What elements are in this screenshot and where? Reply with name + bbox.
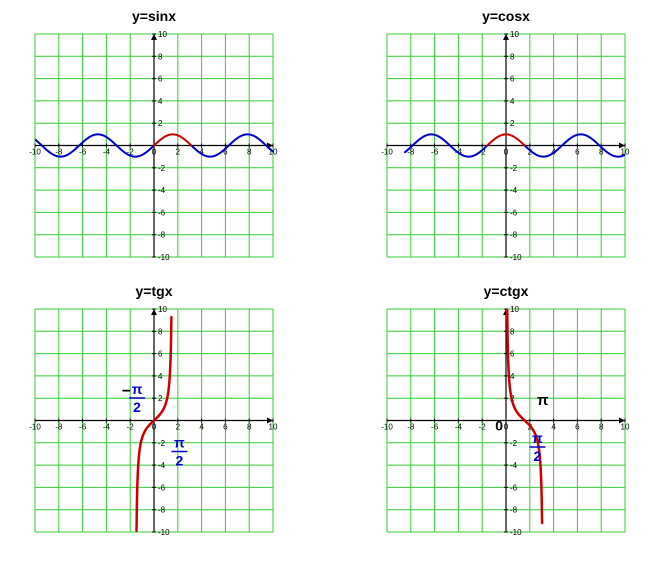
svg-text:-2: -2 [158,164,166,173]
svg-text:2: 2 [176,452,184,468]
svg-text:10: 10 [158,305,167,314]
svg-text:2: 2 [533,448,541,464]
svg-text:2: 2 [158,119,163,128]
svg-text:10: 10 [621,423,630,432]
svg-text:8: 8 [247,148,252,157]
chart-svg-cos: -10-8-6-4-20246810-10-8-6-4-2246810 [381,28,631,263]
svg-text:-8: -8 [407,423,415,432]
svg-text:6: 6 [158,350,163,359]
svg-text:-10: -10 [381,148,393,157]
svg-text:10: 10 [510,305,519,314]
svg-text:-8: -8 [158,231,166,240]
svg-text:4: 4 [158,97,163,106]
chart-svg-tan: -10-8-6-4-20246810-10-8-6-4-2246810−π2π2 [29,303,279,538]
chart-svg-cot: -10-8-6-4-20246810-10-8-6-4-22468100ππ2 [381,303,631,538]
svg-text:2: 2 [158,394,163,403]
svg-text:6: 6 [575,423,580,432]
svg-text:8: 8 [510,327,515,336]
chart-cell-cot: y=ctgx -10-8-6-4-20246810-10-8-6-4-22468… [360,283,652,538]
chart-title-tan: y=tgx [136,283,173,299]
svg-text:π: π [174,434,185,450]
svg-text:-10: -10 [158,253,170,262]
svg-text:-8: -8 [55,423,63,432]
svg-text:-2: -2 [158,439,166,448]
svg-text:-6: -6 [79,148,87,157]
svg-text:-4: -4 [158,461,166,470]
svg-text:8: 8 [510,52,515,61]
svg-text:4: 4 [158,372,163,381]
svg-text:-10: -10 [381,423,393,432]
svg-text:4: 4 [199,423,204,432]
svg-text:0: 0 [495,418,503,434]
svg-text:2: 2 [176,423,181,432]
svg-text:-2: -2 [127,423,135,432]
chart-title-cos: y=cosx [482,8,530,24]
svg-text:-8: -8 [510,231,518,240]
svg-text:8: 8 [599,423,604,432]
svg-text:6: 6 [223,423,228,432]
charts-grid: y=sinx -10-8-6-4-20246810-10-8-6-4-22468… [8,8,652,538]
chart-svg-sin: -10-8-6-4-20246810-10-8-6-4-2246810 [29,28,279,263]
svg-text:8: 8 [247,423,252,432]
svg-text:-4: -4 [103,148,111,157]
svg-text:-6: -6 [79,423,87,432]
svg-text:6: 6 [510,75,515,84]
svg-text:0: 0 [504,423,509,432]
chart-title-sin: y=sinx [132,8,176,24]
svg-text:-6: -6 [158,483,166,492]
svg-text:6: 6 [510,350,515,359]
svg-text:-10: -10 [29,423,41,432]
svg-text:10: 10 [510,30,519,39]
svg-text:10: 10 [158,30,167,39]
svg-text:-4: -4 [510,186,518,195]
svg-text:6: 6 [158,75,163,84]
svg-text:π: π [532,430,543,446]
svg-text:4: 4 [551,423,556,432]
svg-text:-6: -6 [510,208,518,217]
svg-text:-10: -10 [158,528,170,537]
svg-text:-6: -6 [158,208,166,217]
svg-text:4: 4 [510,372,515,381]
svg-text:-4: -4 [158,186,166,195]
svg-text:-2: -2 [510,439,518,448]
svg-text:8: 8 [158,327,163,336]
svg-text:-10: -10 [510,253,522,262]
svg-text:6: 6 [575,148,580,157]
chart-cell-cos: y=cosx -10-8-6-4-20246810-10-8-6-4-22468… [360,8,652,263]
chart-title-cot: y=ctgx [484,283,529,299]
svg-text:-2: -2 [479,423,487,432]
svg-text:-8: -8 [510,506,518,515]
svg-text:0: 0 [152,148,157,157]
svg-text:-4: -4 [103,423,111,432]
svg-text:-6: -6 [510,483,518,492]
svg-text:8: 8 [158,52,163,61]
svg-text:-4: -4 [510,461,518,470]
svg-text:-8: -8 [158,506,166,515]
svg-text:π: π [132,381,143,397]
svg-text:0: 0 [152,423,157,432]
svg-text:0: 0 [504,148,509,157]
svg-text:10: 10 [269,423,278,432]
svg-text:2: 2 [176,148,181,157]
svg-text:-2: -2 [510,164,518,173]
svg-text:-6: -6 [431,148,439,157]
svg-text:-4: -4 [455,423,463,432]
svg-text:-10: -10 [29,148,41,157]
svg-text:2: 2 [133,399,141,415]
svg-text:-10: -10 [510,528,522,537]
svg-text:-6: -6 [431,423,439,432]
chart-cell-sin: y=sinx -10-8-6-4-20246810-10-8-6-4-22468… [8,8,300,263]
chart-cell-tan: y=tgx -10-8-6-4-20246810-10-8-6-4-224681… [8,283,300,538]
svg-text:π: π [537,392,549,409]
svg-text:2: 2 [510,119,515,128]
svg-text:4: 4 [510,97,515,106]
